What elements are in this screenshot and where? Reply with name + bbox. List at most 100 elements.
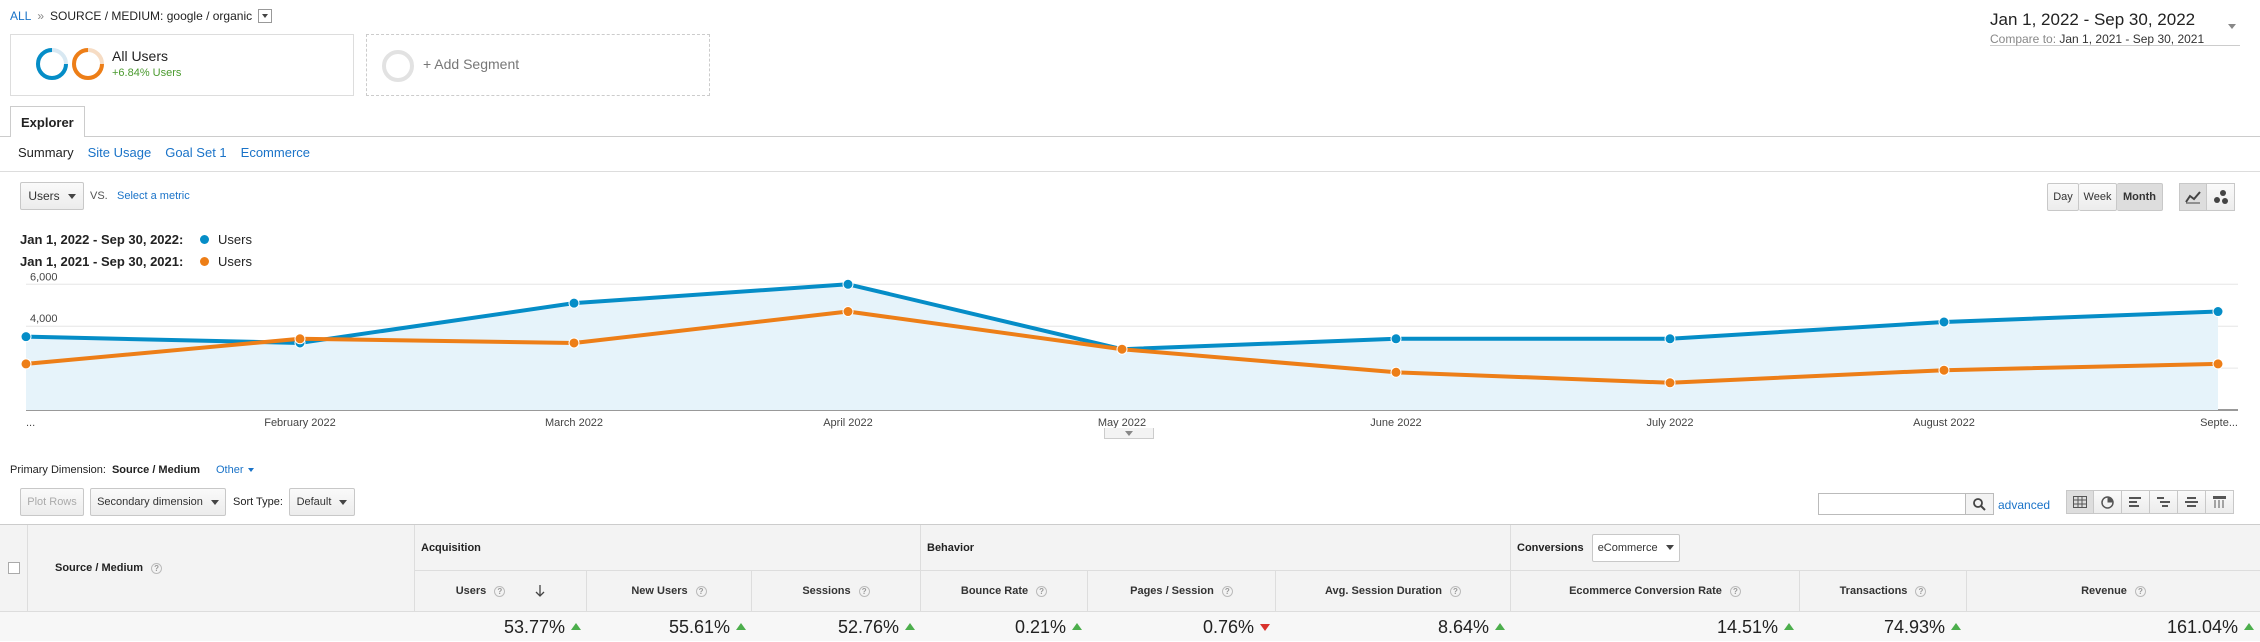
- column-header-bounce-rate[interactable]: Bounce Rate?: [921, 571, 1088, 611]
- tab-explorer[interactable]: Explorer: [10, 106, 85, 137]
- subtab-summary[interactable]: Summary: [18, 145, 74, 160]
- column-header-revenue[interactable]: Revenue?: [1967, 571, 2260, 611]
- total-value: 74.93%: [1883, 616, 1945, 637]
- secondary-dimension-dropdown[interactable]: Secondary dimension: [90, 488, 226, 516]
- sort-type-value: Default: [296, 496, 332, 508]
- data-point: [1390, 366, 1402, 378]
- help-icon[interactable]: ?: [1221, 585, 1233, 597]
- total-value: 8.64%: [1437, 616, 1489, 637]
- total-cell: 0.21%: [921, 612, 1088, 642]
- column-header-conversion-rate[interactable]: Ecommerce Conversion Rate?: [1511, 571, 1800, 611]
- column-header-sessions[interactable]: Sessions?: [752, 571, 921, 611]
- column-header-conversion-rate-label: Ecommerce Conversion Rate: [1569, 585, 1722, 597]
- subtab-goal-set-1[interactable]: Goal Set 1: [165, 145, 227, 160]
- help-icon[interactable]: ?: [858, 585, 870, 597]
- conversion-type-value: eCommerce: [1597, 541, 1658, 554]
- dimension-column-header[interactable]: Source / Medium?: [28, 525, 415, 611]
- table-view-toggle: [2066, 490, 2234, 514]
- motion-chart-icon[interactable]: [2207, 183, 2235, 211]
- conversions-group-header: Conversions eCommerce: [1511, 525, 2260, 571]
- help-icon[interactable]: ?: [151, 562, 163, 574]
- x-tick-label: May 2022: [1098, 417, 1146, 429]
- subtab-site-usage[interactable]: Site Usage: [87, 145, 152, 160]
- advanced-filter-link[interactable]: advanced: [1998, 498, 2051, 512]
- term-cloud-view-icon[interactable]: [2178, 490, 2206, 514]
- chevron-down-icon: [2228, 24, 2236, 29]
- help-icon[interactable]: ?: [1036, 585, 1048, 597]
- metric-dropdown[interactable]: Users: [20, 182, 84, 210]
- add-segment-button[interactable]: + Add Segment: [366, 34, 710, 96]
- help-icon[interactable]: ?: [494, 585, 506, 597]
- column-header-new-users[interactable]: New Users?: [587, 571, 752, 611]
- total-value: 14.51%: [1716, 616, 1778, 637]
- data-point: [842, 278, 854, 290]
- chart-type-toggle: [2179, 183, 2235, 211]
- chart-resize-handle[interactable]: [1104, 428, 1154, 439]
- conversion-type-dropdown[interactable]: eCommerce: [1591, 533, 1680, 562]
- chart-legend: Jan 1, 2022 - Sep 30, 2022: Users Jan 1,…: [20, 228, 252, 272]
- total-cell: 74.93%: [1800, 612, 1967, 642]
- column-header-avg-session-duration[interactable]: Avg. Session Duration?: [1276, 571, 1511, 611]
- sort-descending-icon[interactable]: [535, 585, 545, 597]
- data-table: Source / Medium? Acquisition Behavior Co…: [0, 524, 2260, 641]
- segment-all-users[interactable]: All Users +6.84% Users: [10, 34, 354, 96]
- column-header-sessions-label: Sessions: [802, 585, 851, 597]
- metric-dropdown-label: Users: [28, 189, 60, 203]
- chevron-down-icon: [247, 468, 254, 472]
- table-search: [1818, 493, 1994, 515]
- breadcrumb-all-link[interactable]: ALL: [10, 9, 32, 23]
- select-all-checkbox[interactable]: [8, 562, 20, 574]
- table-search-input[interactable]: [1818, 493, 1966, 515]
- x-tick-label: February 2022: [264, 417, 336, 429]
- plot-rows-button[interactable]: Plot Rows: [20, 488, 84, 516]
- sort-type-dropdown[interactable]: Default: [289, 488, 355, 516]
- table-view-icon[interactable]: [2066, 490, 2094, 514]
- data-point: [1664, 377, 1676, 389]
- total-value: 0.21%: [1014, 616, 1066, 637]
- x-tick-label: July 2022: [1646, 417, 1693, 429]
- help-icon[interactable]: ?: [1729, 585, 1741, 597]
- total-value: 52.76%: [837, 616, 899, 637]
- x-tick-label: ...: [26, 417, 35, 429]
- chevron-down-icon: [1665, 545, 1674, 550]
- granularity-week-button[interactable]: Week: [2079, 183, 2117, 211]
- breadcrumb: ALL » SOURCE / MEDIUM: google / organic: [10, 9, 273, 23]
- help-icon[interactable]: ?: [2134, 585, 2146, 597]
- legend-series-primary: Users: [218, 231, 252, 247]
- total-value: 0.76%: [1202, 616, 1254, 637]
- granularity-day-button[interactable]: Day: [2047, 183, 2079, 211]
- total-cell: 8.64%: [1276, 612, 1511, 642]
- help-icon[interactable]: ?: [695, 585, 707, 597]
- date-range-picker[interactable]: Jan 1, 2022 - Sep 30, 2022 Compare to: J…: [1990, 10, 2240, 46]
- other-dimension-link[interactable]: Other: [216, 464, 244, 476]
- help-icon[interactable]: ?: [1915, 585, 1927, 597]
- column-header-pages-session[interactable]: Pages / Session?: [1088, 571, 1276, 611]
- data-point: [1116, 343, 1128, 355]
- subtab-ecommerce[interactable]: Ecommerce: [240, 145, 311, 160]
- arrow-up-icon: [736, 622, 746, 630]
- granularity-month-button[interactable]: Month: [2117, 183, 2163, 211]
- select-metric-link[interactable]: Select a metric: [117, 190, 190, 202]
- tab-explorer-label: Explorer: [21, 114, 74, 130]
- totals-row: 53.77% 55.61% 52.76% 0.21% 0.76% 8.64% 1…: [0, 611, 2260, 641]
- comparison-view-icon[interactable]: [2150, 490, 2178, 514]
- primary-dimension-label: Primary Dimension:: [10, 464, 106, 476]
- total-value: 53.77%: [503, 616, 565, 637]
- column-header-new-users-label: New Users: [631, 585, 688, 597]
- column-header-revenue-label: Revenue: [2081, 585, 2127, 597]
- performance-view-icon[interactable]: [2122, 490, 2150, 514]
- help-icon[interactable]: ?: [1449, 585, 1461, 597]
- column-header-users[interactable]: Users?: [415, 571, 587, 611]
- behavior-group-label: Behavior: [927, 541, 975, 554]
- data-point: [20, 358, 32, 370]
- search-button[interactable]: [1966, 493, 1994, 515]
- line-chart-icon[interactable]: [2179, 183, 2207, 211]
- pie-view-icon[interactable]: [2094, 490, 2122, 514]
- add-segment-label: + Add Segment: [423, 56, 520, 72]
- breadcrumb-dropdown-button[interactable]: [258, 9, 273, 23]
- breadcrumb-separator: »: [37, 9, 45, 23]
- column-header-transactions[interactable]: Transactions?: [1800, 571, 1967, 611]
- chevron-down-icon: [339, 499, 348, 505]
- pivot-view-icon[interactable]: [2206, 490, 2234, 514]
